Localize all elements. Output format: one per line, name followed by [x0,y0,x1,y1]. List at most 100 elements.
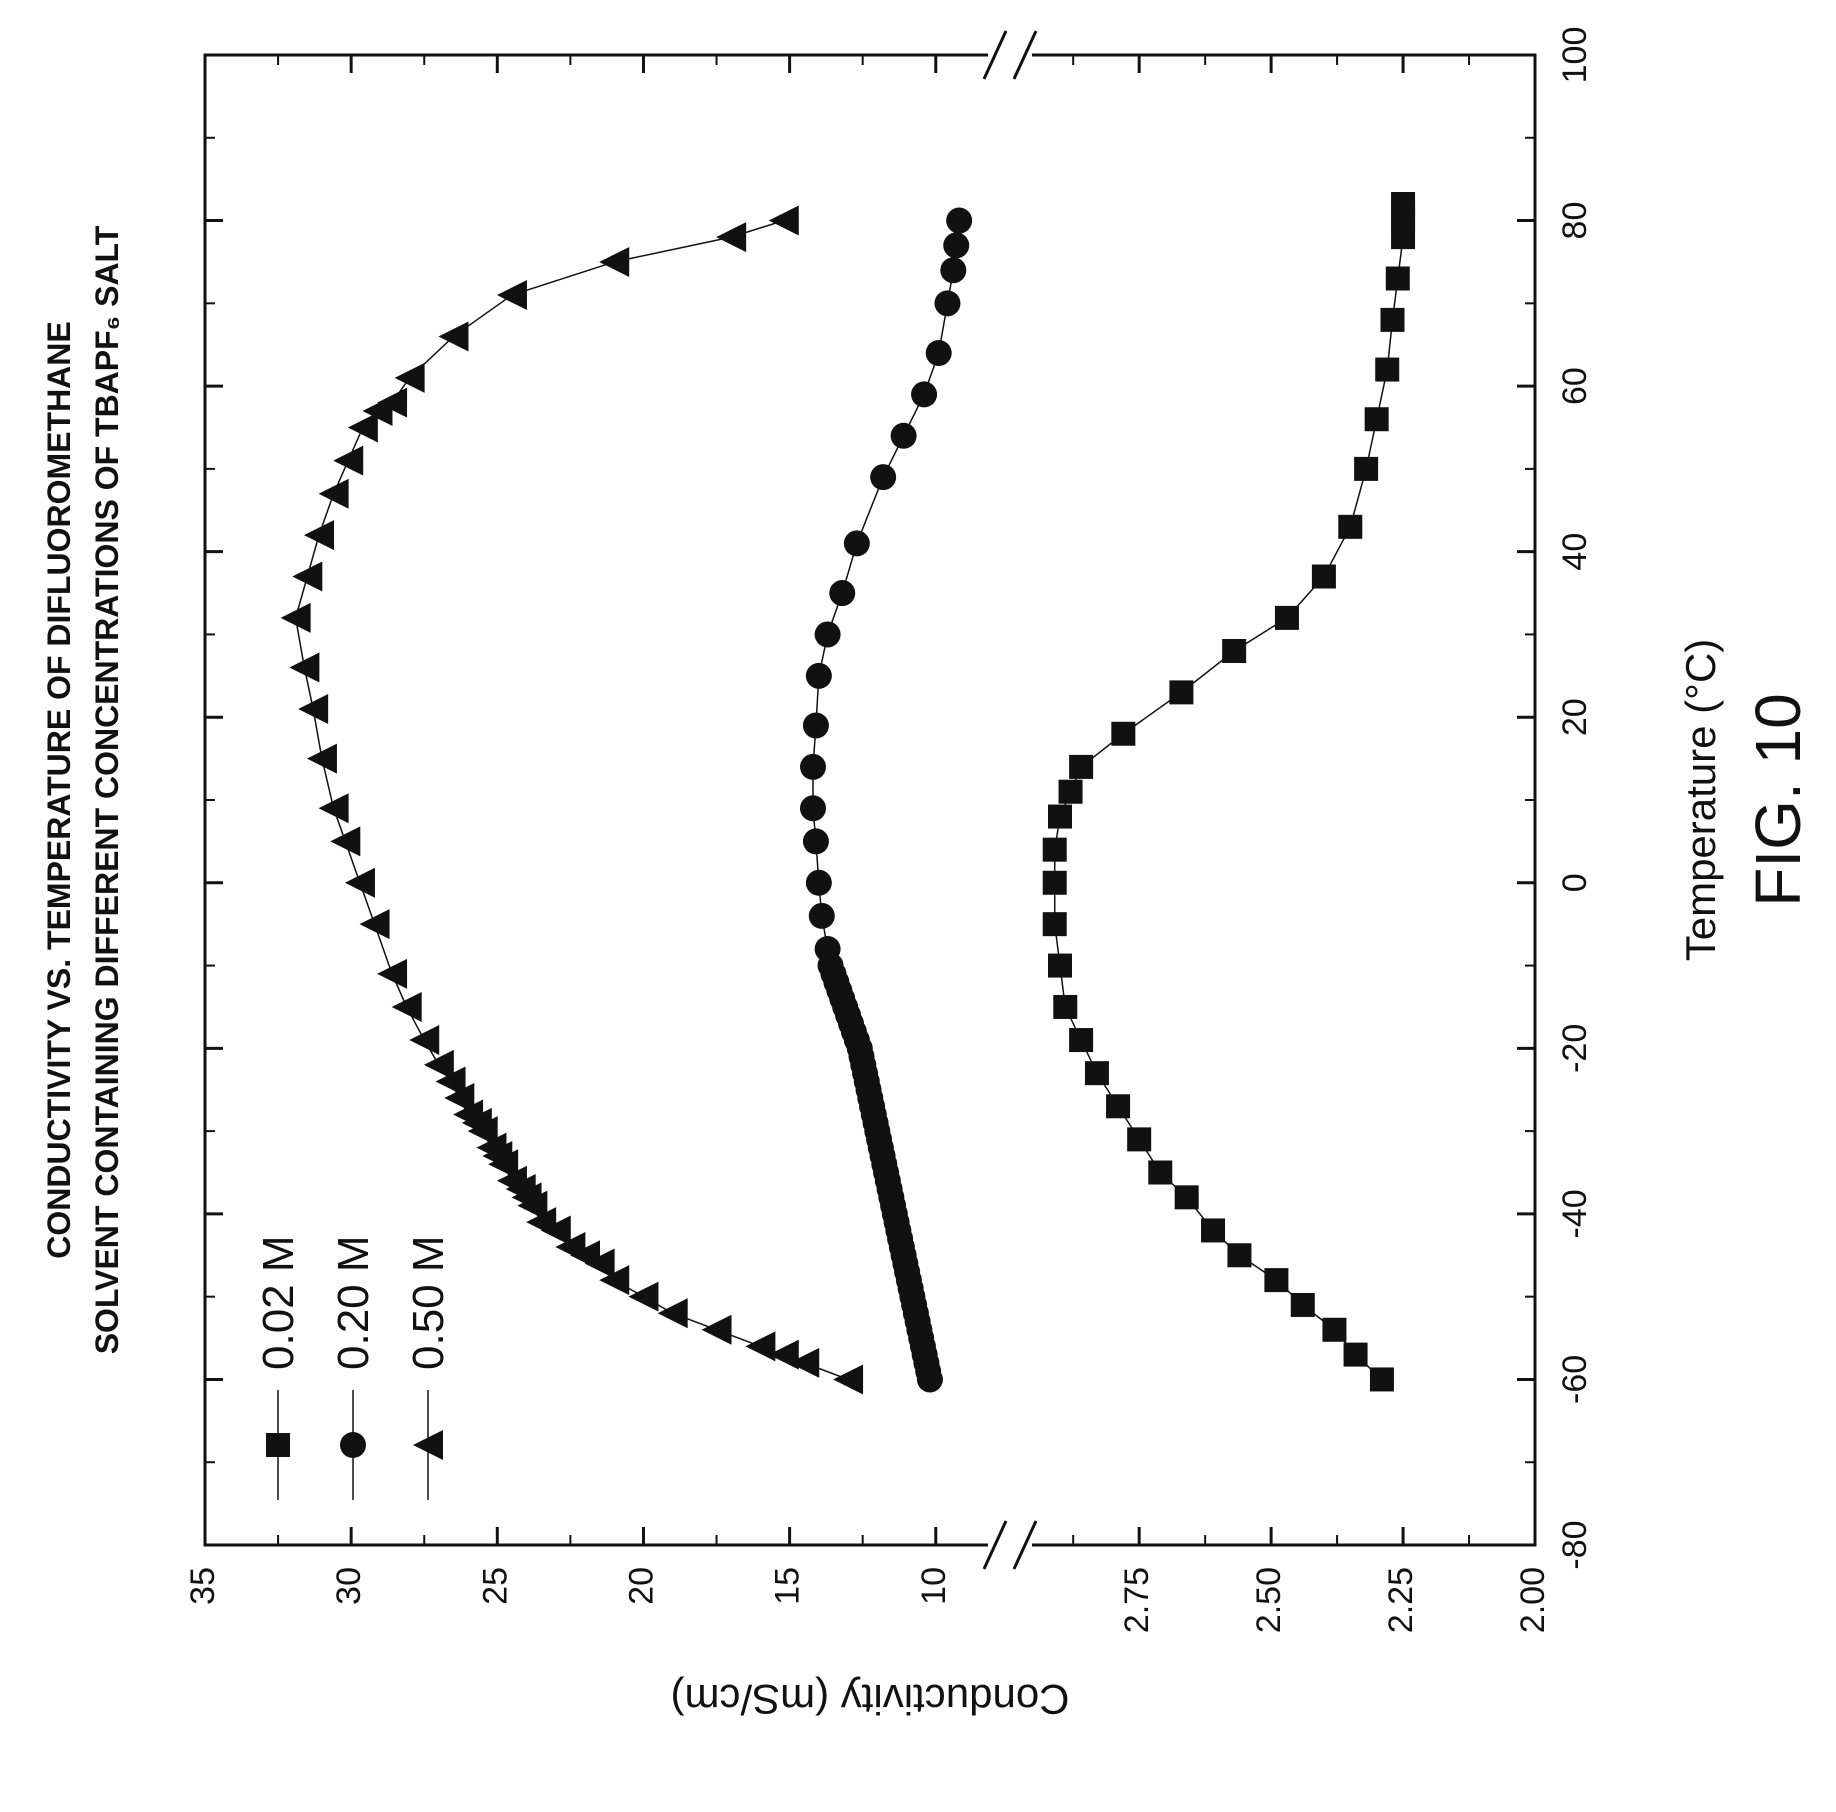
x-tick-label: 0 [1556,873,1594,892]
data-point [814,621,841,648]
data-point [925,340,952,366]
data-point [1127,1127,1152,1152]
legend-label: 0.20 M [329,1235,378,1370]
data-point [409,1025,440,1056]
data-point [1053,994,1078,1019]
data-point [476,1132,507,1163]
data-point [1222,639,1247,663]
data-point [1369,1367,1394,1392]
data-point [453,1099,484,1130]
y-tick-label: 20 [622,1567,660,1605]
x-tick-label: -80 [1556,1520,1594,1569]
data-point [1354,456,1379,481]
data-point [377,958,408,989]
data-point [347,412,378,443]
data-point [716,222,747,253]
data-point [304,520,334,551]
data-point [1227,1243,1252,1268]
series-line [1053,204,1404,1380]
data-point [1111,721,1136,746]
data-point [394,362,425,393]
data-point [870,464,897,491]
data-point [289,652,320,683]
data-point [1274,605,1299,630]
legend-marker [340,1432,366,1458]
y-axis-title: Conductivity (mS/cm) [670,1676,1069,1723]
data-point [298,693,329,724]
data-point [628,1281,659,1312]
data-point [1375,357,1400,382]
axis-break-gap [988,1535,1032,1555]
data-point [1174,1185,1199,1210]
data-point [1338,514,1363,539]
data-point [496,280,527,311]
data-point [1058,779,1083,804]
legend: 0.02 M 0.20 M 0.50 M [254,1235,453,1500]
data-point [292,561,323,592]
data-point [833,1364,864,1395]
y-tick-label: 2.50 [1250,1567,1288,1633]
data-point [1290,1292,1315,1317]
data-point [438,321,469,352]
data-point [391,991,422,1022]
x-tick-label: 100 [1556,27,1594,84]
y-tick-label: 15 [769,1567,807,1605]
y-tick-label: 25 [476,1567,514,1605]
axis-break-mark [982,30,1008,80]
x-tick-label: 40 [1556,533,1594,571]
y-tick-label: 35 [184,1567,222,1605]
x-tick-label: 20 [1556,698,1594,736]
axis-break-mark [1012,1520,1038,1570]
x-tick-label: -60 [1556,1355,1594,1404]
data-point [333,445,364,476]
data-point [1148,1160,1173,1185]
data-point [330,826,361,857]
chart-title-line-2: SOLVENT CONTAINING DIFFERENT CONCENTRATI… [89,225,125,1354]
data-point [1311,564,1336,589]
axis-break-mark [982,1520,1008,1570]
data-point [599,246,630,277]
series-line [294,219,849,1381]
data-point [940,257,967,284]
figure-label: FIG. 10 [1742,693,1814,906]
data-point [444,1083,475,1113]
data-point [946,207,973,234]
data-point [1042,912,1067,937]
data-point [1201,1218,1226,1243]
data-point [435,1066,466,1097]
data-point [745,1331,776,1362]
data-point [496,1165,527,1196]
series-0-20-m [800,207,973,1393]
data-point [423,1049,454,1080]
data-point [344,867,375,898]
data-point [890,422,917,449]
data-point [805,869,832,896]
legend-marker [266,1433,290,1457]
data-point [359,909,390,940]
data-point [805,662,832,689]
data-point [814,936,841,962]
data-point [701,1314,732,1345]
data-point [943,232,970,259]
data-point [526,1207,557,1238]
data-point [1084,1061,1109,1086]
series-0-02-m [1042,192,1416,1392]
data-point [1385,266,1410,291]
plot-area: -80 -60 -40 -20 0 20 40 60 80 100 10 15 20 25 30 35 2.00… [41,27,1814,1723]
data-point [789,1347,820,1378]
data-point [280,602,311,633]
x-axis-title: Temperature (°C) [1677,639,1724,962]
data-point [1069,1028,1094,1053]
data-point [934,290,961,317]
x-tick-label: 80 [1556,202,1594,240]
data-point [800,795,826,822]
data-point [318,793,349,824]
data-point [1048,953,1072,978]
axis-break-gap [988,45,1032,65]
y-tick-label: 2.75 [1118,1567,1156,1633]
data-point [555,1232,586,1262]
x-tick-label: -40 [1556,1189,1594,1238]
chart-title-line-1: CONDUCTIVITY VS. TEMPERATURE OF DIFLUORO… [41,321,77,1259]
